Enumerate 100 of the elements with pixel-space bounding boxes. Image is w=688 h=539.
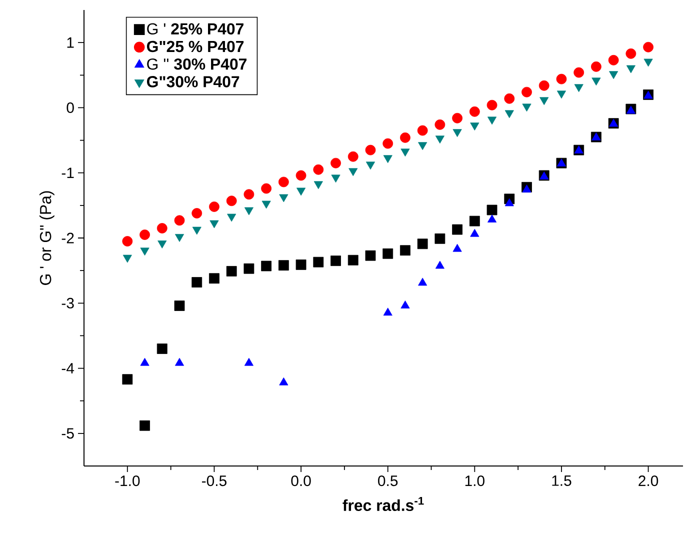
point: [261, 183, 272, 194]
point: [122, 374, 133, 385]
point: [192, 208, 202, 218]
point: [209, 202, 220, 212]
y-tick-label: -5: [62, 428, 74, 439]
point: [279, 194, 288, 202]
y-tick-label: -4: [62, 363, 74, 374]
point: [469, 216, 480, 226]
point: [470, 228, 480, 237]
point: [140, 358, 150, 366]
point: [452, 129, 462, 138]
point: [122, 254, 132, 263]
point: [140, 420, 150, 431]
point: [244, 207, 254, 216]
point: [244, 189, 254, 200]
point: [644, 58, 653, 67]
point: [122, 236, 133, 246]
point: [469, 106, 480, 117]
x-axis-title: frec rad.s$^{-1}$: [342, 496, 424, 512]
point: [538, 80, 550, 91]
point: [504, 110, 514, 118]
point: [158, 240, 167, 248]
point: [348, 168, 358, 176]
point: [556, 74, 567, 84]
point: [504, 93, 515, 104]
point: [400, 245, 410, 256]
x-tick-label: 0.5: [378, 476, 398, 486]
point: [434, 119, 446, 130]
point: [382, 248, 394, 259]
y-tick-label: -1: [62, 168, 74, 178]
point: [348, 254, 358, 266]
point: [522, 104, 532, 112]
point: [244, 358, 254, 366]
point: [592, 78, 601, 86]
point: [434, 233, 446, 244]
x-tick-label: -1.0: [115, 476, 140, 486]
point: [279, 377, 288, 386]
point: [174, 358, 184, 366]
point: [209, 273, 220, 284]
point: [313, 164, 324, 175]
legend-label: G ' 25% P407: [147, 23, 244, 35]
point: [330, 256, 341, 266]
point: [504, 198, 514, 206]
point: [296, 170, 306, 181]
point: [366, 162, 376, 170]
point: [487, 116, 497, 125]
point: [348, 151, 358, 162]
point: [227, 214, 236, 222]
y-tick-label: 1: [67, 37, 74, 48]
point: [435, 260, 444, 269]
x-tick-label: 0.0: [291, 476, 311, 486]
point: [452, 244, 462, 252]
point: [192, 277, 202, 288]
point: [313, 256, 324, 268]
point: [435, 136, 444, 144]
point: [574, 67, 584, 78]
point: [210, 220, 219, 228]
point: [261, 260, 272, 272]
point: [417, 125, 428, 136]
point: [418, 142, 428, 150]
point: [192, 226, 202, 235]
point: [226, 196, 237, 206]
point: [330, 158, 341, 168]
point: [383, 155, 392, 164]
point: [156, 344, 168, 354]
point: [609, 71, 618, 80]
x-tick-label: 1.5: [552, 476, 572, 486]
point: [626, 65, 636, 74]
legend-label: G"30% P407: [146, 76, 240, 88]
point: [174, 215, 185, 226]
point: [400, 300, 410, 308]
point: [262, 200, 271, 209]
point: [314, 181, 323, 190]
x-tick-label: -0.5: [202, 476, 226, 486]
y-tick-label: -2: [62, 232, 74, 244]
point: [590, 61, 602, 72]
x-tick-label: 2.0: [638, 476, 658, 486]
point: [574, 84, 584, 92]
point: [140, 248, 150, 256]
legend-label: G"25 % P407: [146, 40, 244, 52]
point: [626, 48, 636, 59]
point: [417, 238, 428, 250]
point: [486, 204, 498, 216]
point: [278, 176, 289, 188]
point: [383, 308, 392, 316]
point: [400, 148, 410, 157]
point: [365, 144, 376, 156]
point: [365, 250, 376, 261]
point: [452, 112, 462, 124]
point: [452, 224, 462, 235]
point: [486, 100, 498, 110]
point: [174, 234, 184, 242]
y-tick-label: 0: [66, 102, 74, 113]
point: [296, 188, 306, 196]
point: [643, 42, 654, 52]
point: [470, 122, 480, 130]
point: [487, 214, 497, 222]
point: [226, 266, 237, 276]
point: [296, 260, 306, 270]
x-tick-label: 1.0: [465, 476, 484, 486]
